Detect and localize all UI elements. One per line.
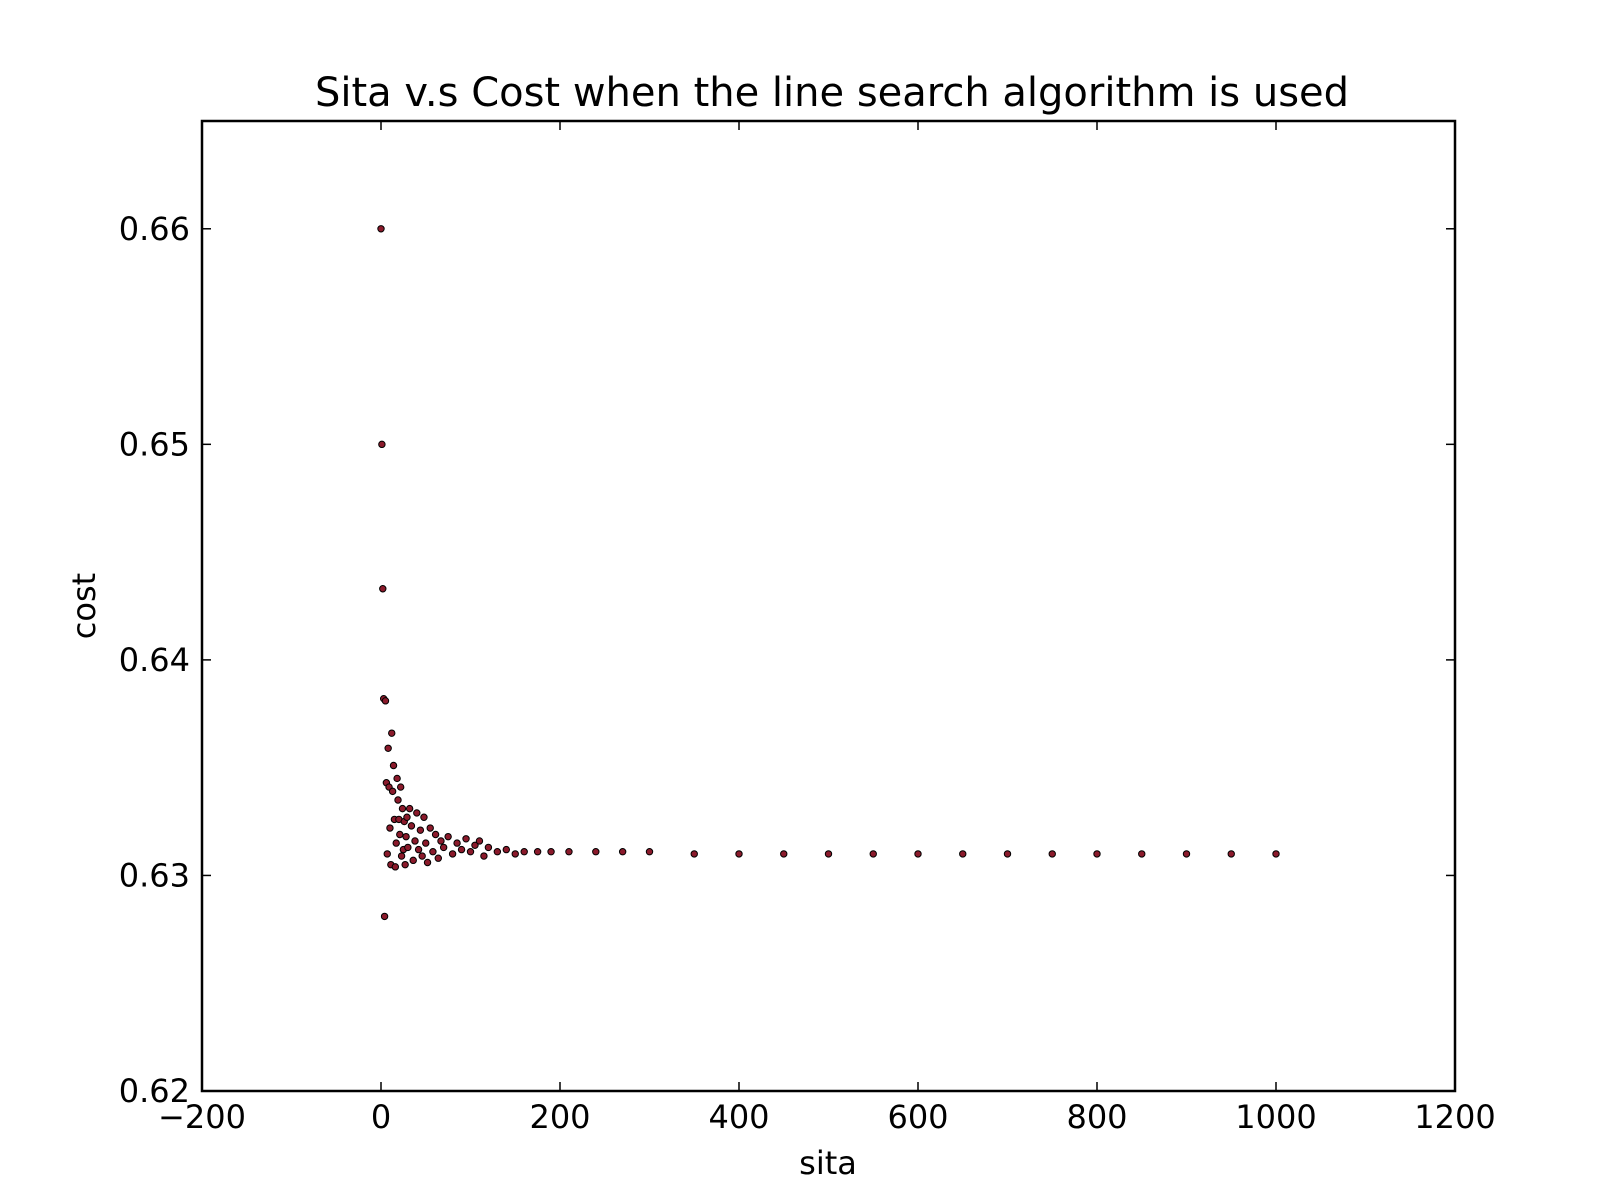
data-point	[453, 839, 461, 847]
x-tick-label: 0	[371, 1098, 391, 1136]
data-point	[457, 845, 466, 854]
data-point	[381, 697, 390, 705]
data-point	[407, 822, 416, 830]
data-point	[405, 804, 414, 813]
data-point	[448, 850, 457, 858]
data-point	[411, 837, 419, 845]
data-point	[420, 813, 428, 821]
data-point	[377, 225, 385, 233]
data-point	[592, 848, 600, 856]
data-point	[402, 832, 410, 841]
data-point	[645, 848, 654, 856]
plot-area	[200, 119, 1457, 1093]
data-point	[547, 848, 555, 856]
data-point	[533, 848, 542, 856]
data-point	[388, 787, 397, 796]
data-point	[565, 848, 573, 856]
data-point	[824, 850, 833, 858]
y-tick-label: 0.65	[119, 425, 190, 463]
data-point	[391, 863, 400, 871]
data-point	[493, 848, 502, 856]
data-point	[397, 852, 406, 860]
x-axis-tick-labels: −200 0 200 400 600 800 1000 1200	[158, 1098, 1496, 1136]
data-point	[423, 858, 432, 867]
data-point	[388, 729, 396, 737]
data-point	[396, 830, 404, 839]
data-point	[386, 824, 394, 832]
data-point	[959, 850, 967, 858]
data-point	[401, 860, 409, 869]
data-point	[393, 774, 401, 783]
x-tick-label: −200	[158, 1098, 246, 1136]
y-tick-label: 0.64	[119, 641, 190, 679]
data-point	[439, 843, 448, 852]
data-point	[380, 912, 389, 921]
x-tick-label: 1000	[1235, 1098, 1316, 1136]
tick-marks	[201, 121, 1456, 1092]
data-point	[378, 440, 386, 449]
data-points	[377, 225, 1280, 921]
data-point	[413, 809, 421, 817]
data-point	[780, 850, 788, 858]
data-point	[520, 848, 528, 856]
data-point	[416, 826, 425, 834]
x-axis-label: sita	[799, 1144, 857, 1182]
data-point	[414, 845, 423, 854]
data-point	[379, 585, 387, 593]
data-point	[735, 850, 743, 858]
data-point	[409, 856, 417, 865]
data-point	[403, 813, 411, 821]
data-point	[437, 837, 445, 845]
data-point	[434, 854, 442, 862]
data-point	[475, 837, 484, 845]
data-point	[1272, 850, 1280, 858]
data-point	[383, 850, 391, 858]
y-axis-tick-labels: 0.62 0.63 0.64 0.65 0.66	[119, 210, 190, 1110]
data-point	[444, 832, 452, 841]
data-point	[1182, 850, 1191, 858]
data-point	[484, 843, 493, 852]
y-axis-label: cost	[65, 573, 103, 639]
data-point	[1093, 850, 1101, 858]
data-point	[1138, 850, 1146, 858]
data-point	[1227, 850, 1235, 858]
data-point	[502, 845, 510, 854]
data-point	[398, 804, 407, 813]
x-tick-label: 200	[529, 1098, 590, 1136]
data-point	[914, 850, 922, 858]
data-point	[394, 796, 402, 804]
y-tick-label: 0.66	[119, 210, 190, 248]
data-point	[1003, 850, 1012, 858]
data-point	[869, 850, 877, 858]
data-point	[384, 744, 392, 752]
chart-title: Sita v.s Cost when the line search algor…	[315, 70, 1349, 116]
data-point	[389, 761, 398, 770]
data-point	[392, 839, 400, 847]
y-tick-label: 0.63	[119, 856, 190, 894]
data-point	[422, 839, 430, 847]
y-tick-label: 0.62	[119, 1072, 190, 1110]
axes-frame	[200, 119, 1457, 1093]
data-point	[462, 835, 470, 843]
data-point	[396, 783, 405, 791]
data-point	[429, 848, 437, 856]
data-point	[511, 850, 519, 858]
data-point	[466, 848, 475, 856]
data-point	[690, 850, 698, 858]
data-point	[618, 848, 627, 856]
data-point	[1048, 850, 1056, 858]
data-point	[418, 852, 426, 860]
x-tick-label: 1200	[1414, 1098, 1495, 1136]
data-point	[404, 843, 412, 852]
data-point	[431, 830, 440, 839]
x-tick-label: 600	[887, 1098, 948, 1136]
x-tick-label: 400	[708, 1098, 769, 1136]
data-point	[480, 852, 488, 860]
x-tick-label: 800	[1066, 1098, 1127, 1136]
data-point	[426, 824, 434, 832]
data-point	[471, 841, 479, 849]
